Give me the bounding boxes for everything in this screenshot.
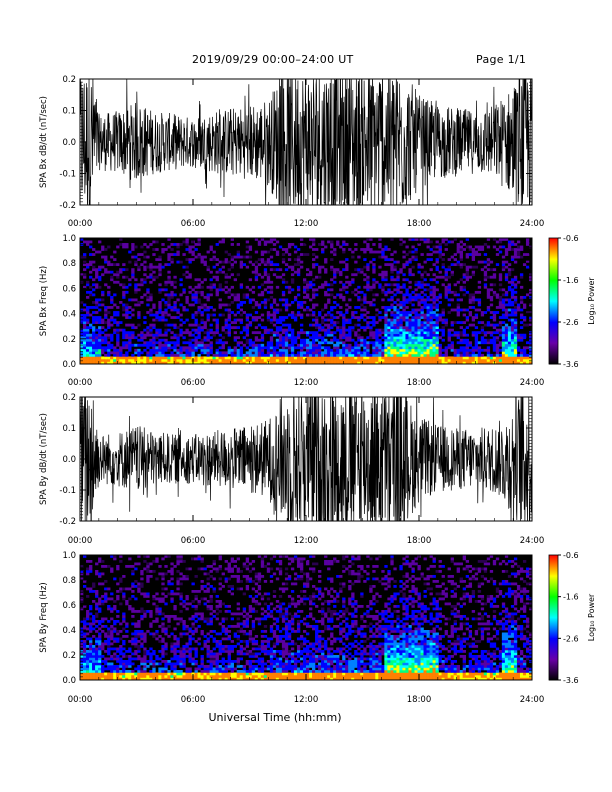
ytick-label: 0.2 [62,75,76,85]
colorbar-tick-label: -1.6 [563,276,579,285]
panel-bx-spectrogram: 0.0 0.2 0.4 0.6 0.8 1.0 00:00 06:00 12:00 18:00 24… [39,234,596,388]
xtick-label: 24:00 [520,536,545,546]
ytick-label: 0.1 [62,424,76,434]
spectrogram-cells [80,555,533,681]
ytick-label: 1.0 [62,234,76,244]
ytick-label: 0.1 [62,107,76,117]
xtick-label: 00:00 [68,695,93,705]
ytick-label: -0.2 [59,201,76,211]
xtick-label: 18:00 [407,695,432,705]
colorbar: -0.6 -1.6 -2.6 -3.6 Log₁₀ Power [548,551,596,685]
page-number: Page 1/1 [476,53,527,66]
xtick-label: 00:00 [68,536,93,546]
xtick-label: 24:00 [520,219,545,229]
ytick-label: -0.2 [59,517,76,527]
ylabel: SPA Bx dB/dt (nT/sec) [39,96,49,188]
ytick-label: 0.0 [62,455,76,465]
xtick-label: 12:00 [294,219,319,229]
colorbar-frame [548,554,559,681]
colorbar-tick-label: -0.6 [563,551,579,560]
ytick-label: 0.4 [62,310,76,320]
xtick-label: 24:00 [520,378,545,388]
ytick-label: 0.8 [62,576,76,586]
xtick-label: 18:00 [407,536,432,546]
colorbar-label: Log₁₀ Power [587,593,596,641]
ytick-label: 0.2 [62,651,76,661]
xtick-label: 18:00 [407,378,432,388]
xtick-label: 00:00 [68,219,93,229]
xtick-label: 24:00 [520,695,545,705]
colorbar-tick-label: -3.6 [563,360,579,369]
panel-by-timeseries: -0.2 -0.1 0.0 0.1 0.2 00:00 06:00 12:00 18:00 24:… [39,393,545,546]
panel-bx-timeseries: -0.2 -0.1 0.0 0.1 0.2 00:00 06:00 12:00 18:00 24:… [39,75,545,229]
ytick-label: -0.1 [59,486,76,496]
ytick-label: 0.0 [62,138,76,148]
ytick-label: 1.0 [62,551,76,561]
ytick-label: 0.2 [62,335,76,345]
ylabel: SPA By Freq (Hz) [39,582,49,652]
ytick-label: -0.1 [59,170,76,180]
colorbar-frame [548,237,559,365]
spectrogram-cells [80,238,533,365]
colorbar-tick-label: -0.6 [563,234,579,243]
series-line [80,79,532,205]
colorbar-tick-label: -3.6 [563,676,579,685]
page-title: 2019/09/29 00:00–24:00 UT [192,53,354,66]
ytick-label: 0.4 [62,626,76,636]
panel-by-spectrogram: 0.0 0.2 0.4 0.6 0.8 1.0 00:00 06:00 12:00 18:00 24… [39,551,596,705]
xtick-label: 12:00 [294,695,319,705]
ylabel: SPA Bx Freq (Hz) [39,266,49,336]
xtick-label: 06:00 [181,378,206,388]
trace-bx-timeseries [80,79,532,205]
xtick-label: 06:00 [181,695,206,705]
ytick-label: 0.8 [62,259,76,269]
colorbar-tick-label: -1.6 [563,593,579,602]
xtick-label: 18:00 [407,219,432,229]
ytick-label: 0.0 [62,676,76,686]
xtick-label: 06:00 [181,536,206,546]
ytick-label: 0.6 [62,284,76,294]
series-line [80,397,532,521]
xtick-label: 00:00 [68,378,93,388]
xlabel: Universal Time (hh:mm) [209,711,342,724]
ytick-label: 0.2 [62,393,76,403]
colorbar: -0.6 -1.6 -2.6 -3.6 Log₁₀ Power [548,234,596,369]
trace-by-timeseries [80,397,532,521]
colorbar-label: Log₁₀ Power [587,277,596,325]
xtick-label: 06:00 [181,219,206,229]
ylabel: SPA By dB/dt (nT/sec) [39,413,49,505]
colorbar-tick-label: -2.6 [563,634,579,643]
colorbar-tick-label: -2.6 [563,318,579,327]
ytick-label: 0.0 [62,360,76,370]
xtick-label: 12:00 [294,536,319,546]
xtick-label: 12:00 [294,378,319,388]
ytick-label: 0.6 [62,601,76,611]
